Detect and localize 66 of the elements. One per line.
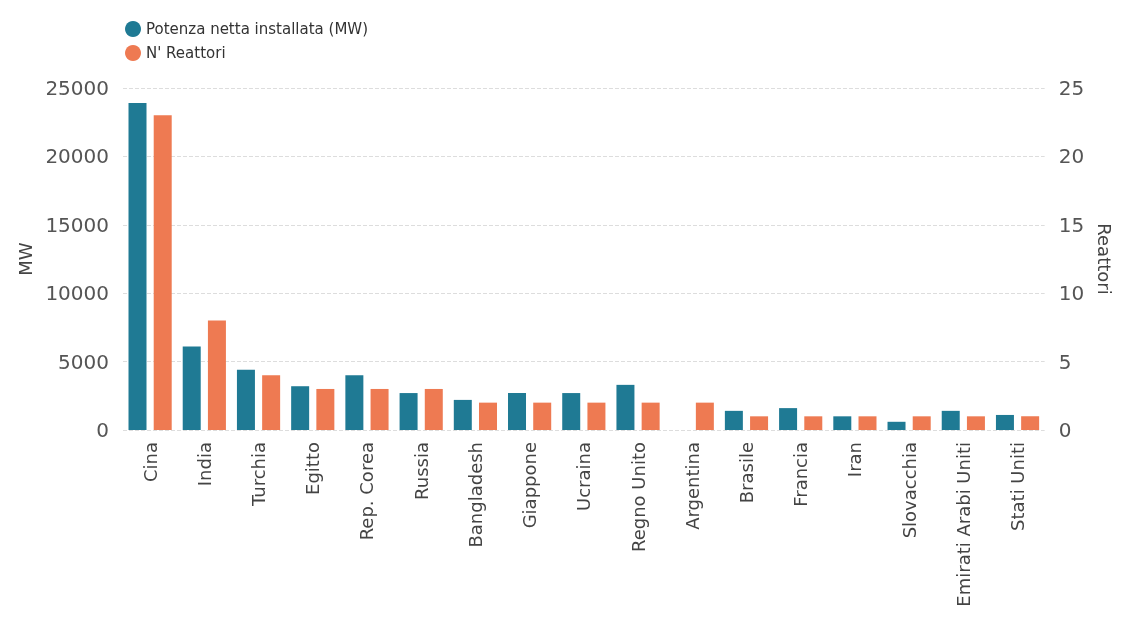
x-tick-label: Russia — [410, 442, 432, 500]
x-tick-label: Argentina — [681, 442, 703, 530]
bar — [641, 402, 660, 430]
x-tick-label: Slovacchia — [898, 442, 920, 539]
legend-label: Potenza netta installata (MW) — [146, 20, 369, 38]
x-tick-label: Brasile — [735, 442, 757, 504]
bar — [207, 320, 226, 430]
bar — [966, 416, 985, 430]
y-axis-title: MW — [14, 242, 36, 276]
bar — [291, 386, 310, 430]
bar — [182, 346, 201, 430]
x-tick-label: India — [193, 442, 215, 487]
bar — [616, 384, 635, 430]
bar — [887, 421, 906, 430]
x-tick-label: Francia — [790, 442, 812, 507]
y-tick-label: 5000 — [58, 349, 109, 374]
y-tick-label: 0 — [96, 418, 109, 442]
bar — [479, 402, 497, 430]
x-tick-label: Turchia — [248, 442, 270, 508]
y2-tick-label: 0 — [1058, 418, 1072, 442]
bar — [804, 416, 823, 430]
bar — [262, 375, 281, 430]
x-tick-label: Ucraina — [573, 442, 595, 511]
y2-axis-title: Reattori — [1093, 223, 1115, 295]
bar — [236, 369, 255, 430]
bar — [941, 410, 960, 430]
legend-label: N' Reattori — [146, 44, 226, 62]
bar — [370, 388, 389, 430]
bar — [695, 402, 714, 430]
x-tick-label: Iran — [844, 442, 866, 478]
x-tick-label: Regno Unito — [627, 442, 649, 552]
bar — [833, 416, 852, 430]
y2-tick-label: 20 — [1058, 144, 1085, 169]
y2-tick-label: 5 — [1058, 349, 1072, 374]
bar — [912, 416, 931, 430]
y-tick-label: 15000 — [45, 212, 109, 237]
y2-tick-label: 10 — [1058, 281, 1085, 306]
x-tick-label: Bangladesh — [464, 442, 486, 548]
bar — [153, 115, 172, 430]
bar — [724, 410, 743, 430]
bar — [779, 408, 798, 430]
x-tick-label: Cina — [139, 442, 161, 483]
bar — [128, 103, 147, 430]
x-tick-label: Emirati Arabi Uniti — [952, 442, 974, 607]
bar — [316, 388, 335, 430]
x-tick-label: Giappone — [519, 442, 541, 529]
y2-tick-label: 15 — [1058, 212, 1085, 237]
bar — [508, 393, 527, 430]
bar — [1021, 416, 1040, 430]
bar — [562, 393, 581, 430]
y-tick-label: 25000 — [45, 76, 109, 100]
bar — [453, 399, 472, 430]
bar — [533, 402, 552, 430]
bar — [858, 416, 877, 430]
x-tick-label: Rep. Corea — [356, 442, 378, 541]
bar — [750, 416, 769, 430]
x-tick-label: Stati Uniti — [1007, 442, 1029, 531]
y-tick-label: 10000 — [45, 281, 109, 306]
bar — [587, 402, 606, 430]
x-tick-label: Egitto — [302, 442, 324, 495]
y-tick-label: 20000 — [45, 144, 109, 169]
y2-tick-label: 25 — [1058, 76, 1085, 100]
bar — [424, 388, 443, 430]
bar — [399, 393, 418, 430]
bar — [345, 375, 364, 430]
bar — [995, 414, 1014, 430]
